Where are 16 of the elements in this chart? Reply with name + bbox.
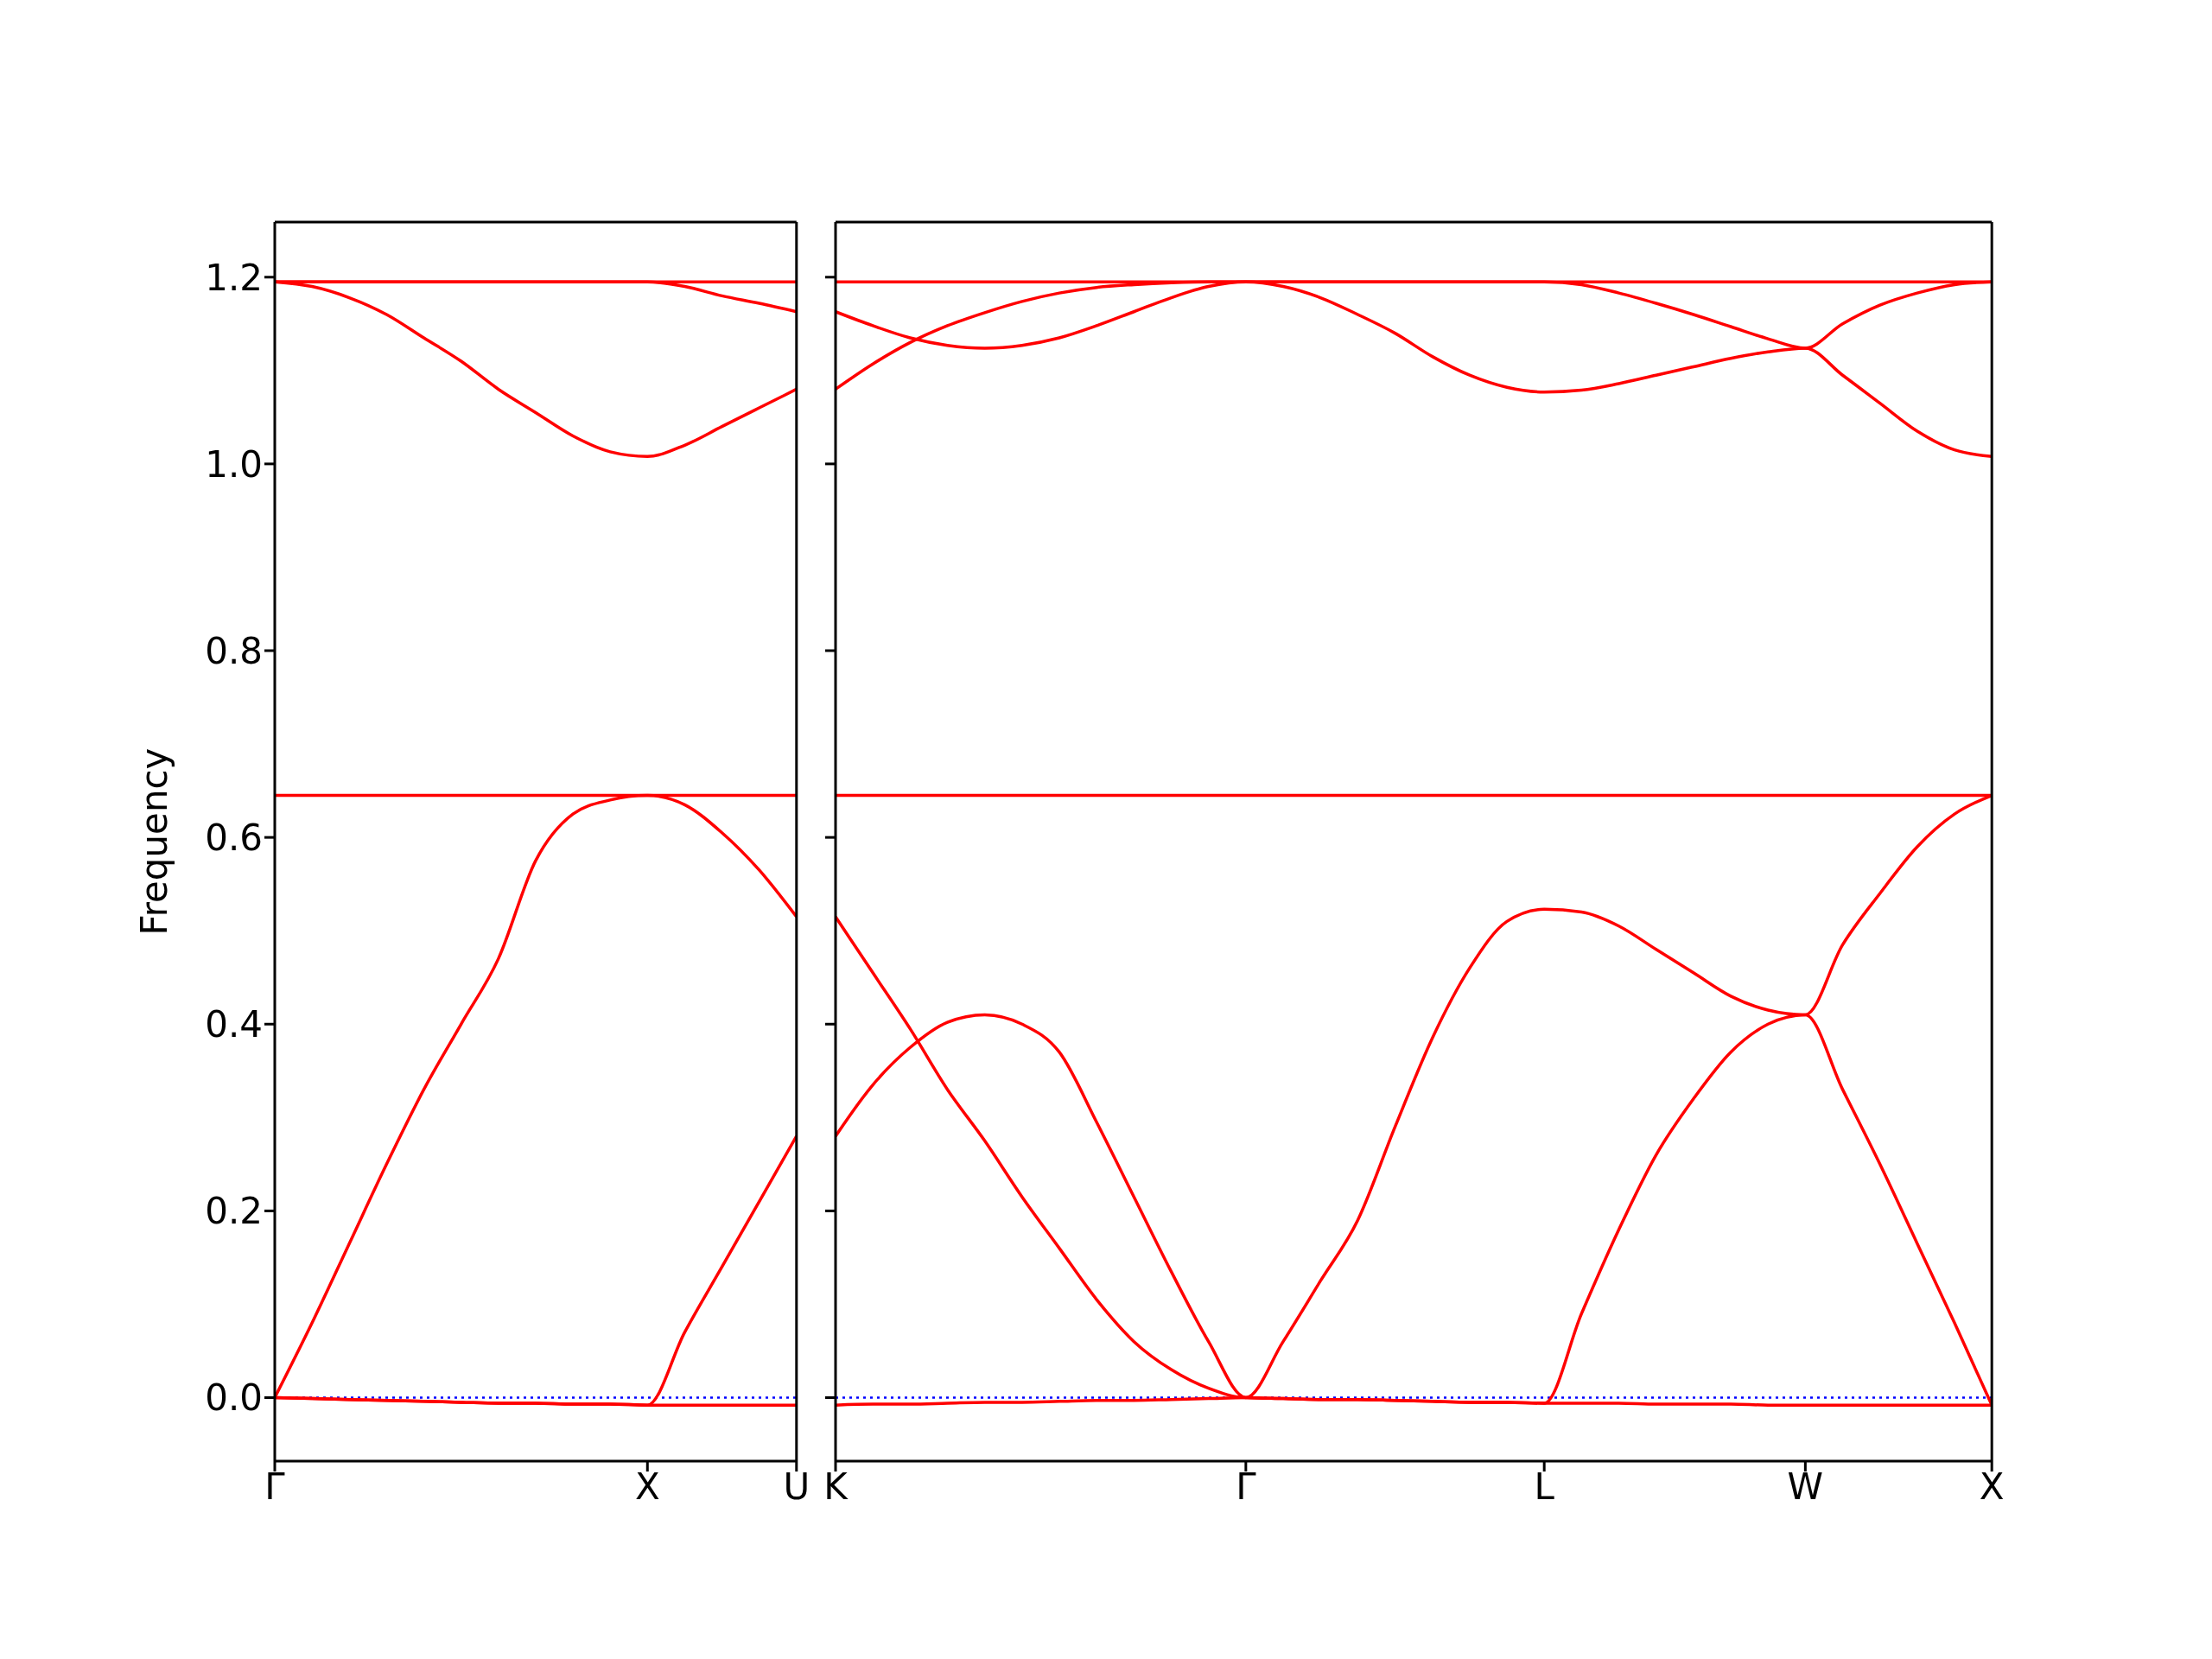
x-tick-label: X bbox=[1979, 1465, 2005, 1508]
x-tick-label: Γ bbox=[1235, 1465, 1256, 1508]
y-tick-label: 0.8 bbox=[205, 629, 263, 672]
x-tick-label: K bbox=[823, 1465, 849, 1508]
y-tick-label: 0.0 bbox=[205, 1376, 263, 1420]
y-tick-label: 1.2 bbox=[205, 256, 263, 299]
x-tick-label: U bbox=[783, 1465, 810, 1508]
x-tick-label: L bbox=[1534, 1465, 1555, 1508]
y-tick-label: 0.2 bbox=[205, 1190, 263, 1233]
y-tick-label: 0.6 bbox=[205, 817, 263, 860]
x-tick-label: W bbox=[1787, 1465, 1823, 1508]
y-axis-title: Frequency bbox=[132, 747, 175, 936]
y-tick-label: 0.4 bbox=[205, 1003, 263, 1046]
y-tick-label: 1.0 bbox=[205, 442, 263, 486]
x-tick-label: X bbox=[634, 1465, 660, 1508]
x-tick-label: Γ bbox=[264, 1465, 286, 1508]
